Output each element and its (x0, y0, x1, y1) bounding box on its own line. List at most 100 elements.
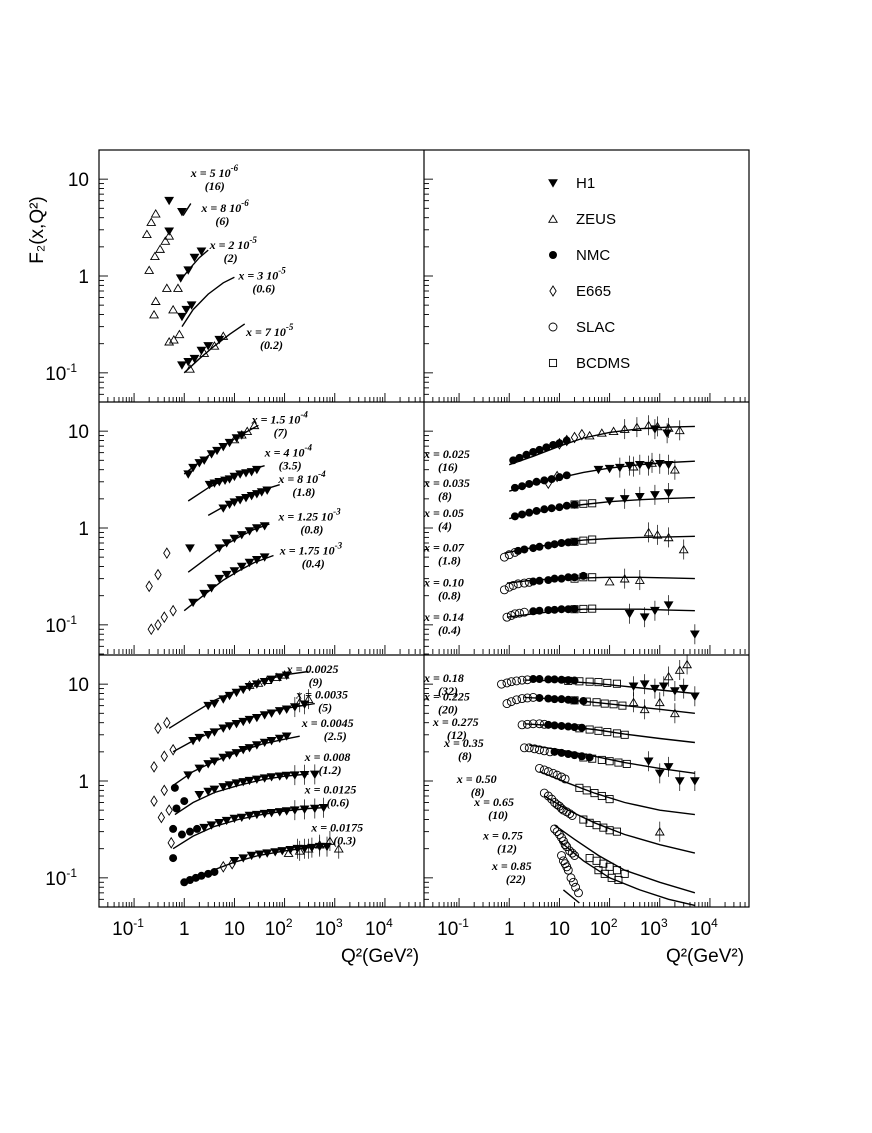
bin-scale-label: (10) (488, 808, 508, 822)
data-point-h1 (650, 491, 660, 500)
data-point-h1 (214, 335, 225, 345)
legend-entry-zeus: ZEUS (576, 211, 616, 228)
data-point-h1 (244, 776, 255, 786)
data-point-slac (508, 581, 518, 590)
bin-group: x = 0.07(1.8) (423, 522, 695, 568)
data-point-h1 (218, 443, 229, 452)
bin-x-label: x = 0.0175 (310, 821, 363, 835)
bin-x-label: x = 0.035 (423, 476, 470, 490)
data-point-slac (502, 612, 512, 622)
legend-entry-nmc: NMC (576, 247, 610, 264)
data-point-slac (543, 767, 553, 777)
data-point-slac (522, 719, 532, 729)
data-point-h1 (251, 741, 262, 750)
data-point-nmc (529, 675, 538, 684)
legend-marker-h1 (548, 179, 558, 188)
data-point-zeus (172, 283, 183, 292)
data-point-h1 (181, 305, 192, 315)
bin-x-label: x = 2 10-5 (209, 235, 258, 252)
data-point-e665 (570, 431, 579, 444)
data-point-slac (512, 676, 522, 686)
bin-scale-label: (20) (438, 702, 458, 716)
data-point-e665 (150, 795, 158, 807)
data-point-zeus (146, 217, 157, 226)
y-tick-label: 10 (68, 422, 89, 443)
data-point-nmc (193, 824, 202, 833)
data-point-slac (567, 848, 577, 858)
data-point-bcdms (620, 730, 629, 739)
bin-group: x = 7 10-5(0.2) (177, 322, 294, 374)
data-point-bcdms (579, 536, 588, 545)
bin-scale-label: (0.6) (252, 282, 275, 296)
data-point-h1 (206, 821, 217, 830)
bin-x-label: x = 0.0025 (286, 662, 339, 676)
bin-group: x = 0.75(12) (482, 824, 696, 894)
data-point-zeus (628, 461, 639, 471)
data-point-zeus (628, 697, 639, 707)
data-point-bcdms (588, 604, 597, 613)
data-point-h1 (238, 854, 249, 863)
data-point-nmc (544, 606, 553, 615)
bin-scale-label: (9) (309, 675, 323, 689)
data-point-h1 (224, 475, 235, 484)
bin-x-label: x = 4 10-4 (264, 442, 313, 459)
data-point-h1 (662, 429, 673, 438)
data-point-e665 (157, 811, 166, 824)
data-point-zeus (150, 296, 161, 305)
data-point-nmc (547, 504, 556, 513)
data-point-zeus (663, 671, 674, 681)
data-point-h1 (246, 492, 257, 501)
data-point-nmc (172, 804, 181, 813)
bin-group: x = 0.0175(0.3) (169, 821, 363, 887)
data-point-h1 (270, 848, 281, 857)
data-point-zeus (242, 426, 253, 435)
fit-curve (181, 276, 235, 327)
y-tick-label: 10-1 (45, 361, 77, 385)
data-point-bcdms (570, 500, 579, 509)
x-tick-label: 104 (365, 916, 393, 940)
data-point-zeus (678, 544, 689, 554)
data-point-h1 (299, 805, 310, 814)
data-point-slac (557, 851, 566, 860)
data-point-h1 (231, 719, 242, 729)
data-point-h1 (654, 769, 665, 778)
x-tick-label: 104 (690, 916, 718, 940)
data-point-h1 (212, 446, 222, 456)
data-point-zeus (669, 465, 680, 474)
data-point-zeus (314, 840, 325, 849)
data-point-h1 (259, 553, 270, 562)
data-point-slac (499, 552, 509, 562)
data-point-h1 (259, 711, 270, 720)
panel-middle-left: x = 1.5 10-4(7)x = 4 10-4(3.5)x = 8 10-4… (145, 409, 343, 636)
data-point-bcdms (585, 677, 594, 686)
data-point-h1 (231, 749, 242, 758)
data-point-h1 (299, 770, 310, 780)
bin-group: x = 0.14(0.4) (423, 595, 700, 645)
legend: H1 ZEUS NMC E665 SLAC BCDMS (548, 175, 630, 372)
data-point-bcdms (612, 827, 621, 836)
x-tick-label: 1 (504, 919, 515, 940)
data-point-zeus (161, 283, 172, 292)
data-point-nmc (579, 571, 588, 580)
data-point-zeus (303, 694, 314, 703)
x-tick-label: 10-1 (112, 916, 144, 940)
data-point-h1 (650, 425, 660, 434)
data-point-slac (566, 873, 576, 883)
data-point-h1 (246, 851, 257, 861)
data-point-h1 (229, 814, 240, 824)
data-point-bcdms (612, 679, 621, 688)
data-point-bcdms (600, 699, 609, 708)
data-point-nmc (564, 750, 573, 758)
data-point-h1 (204, 480, 215, 490)
bin-x-label: x = 0.0125 (304, 783, 357, 797)
x-tick-label: 10-1 (437, 916, 469, 940)
data-point-bcdms (597, 755, 606, 764)
data-point-zeus (155, 244, 166, 253)
data-point-h1 (194, 733, 205, 743)
data-point-nmc (557, 695, 566, 704)
bin-scale-label: (6) (215, 214, 229, 228)
data-point-h1 (274, 772, 285, 781)
bin-scale-label: (0.2) (260, 338, 283, 352)
data-point-h1 (203, 760, 214, 769)
